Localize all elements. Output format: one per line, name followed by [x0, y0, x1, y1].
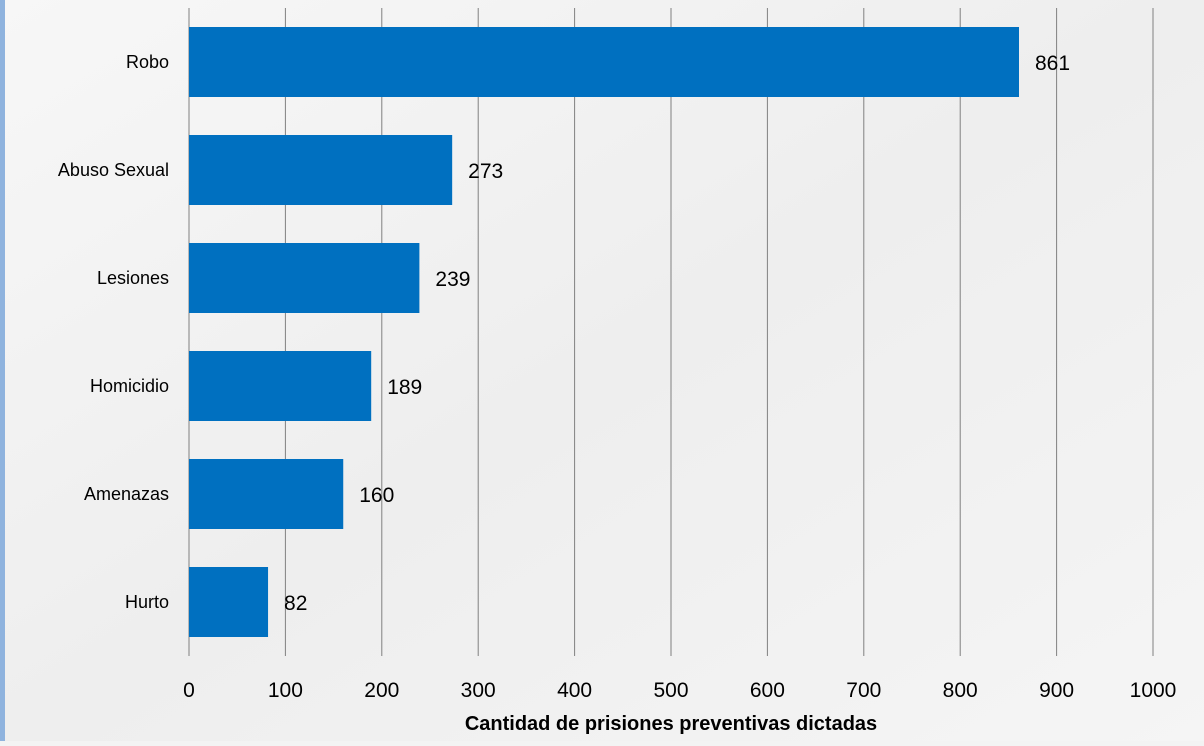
- x-tick-label-900: 900: [1039, 679, 1074, 702]
- category-label-hurto: Hurto: [125, 592, 169, 612]
- value-label-homicidio: 189: [387, 376, 422, 399]
- value-label-amenazas: 160: [359, 484, 394, 507]
- bar-robo: [189, 27, 1020, 97]
- plot-background: [5, 0, 1204, 741]
- x-tick-label-400: 400: [557, 679, 592, 702]
- x-tick-label-100: 100: [268, 679, 303, 702]
- x-tick-label-200: 200: [364, 679, 399, 702]
- left-accent-bar: [0, 0, 5, 741]
- value-label-hurto: 82: [284, 592, 307, 615]
- bar-amenazas: [189, 459, 344, 529]
- value-label-robo: 861: [1035, 52, 1070, 75]
- x-tick-label-300: 300: [461, 679, 496, 702]
- x-tick-label-0: 0: [183, 679, 195, 702]
- bar-abuso-sexual: [189, 135, 453, 205]
- x-tick-label-700: 700: [846, 679, 881, 702]
- category-label-amenazas: Amenazas: [84, 484, 169, 504]
- bar-lesiones: [189, 243, 420, 313]
- x-tick-label-1000: 1000: [1130, 679, 1177, 702]
- x-axis-title: Cantidad de prisiones preventivas dictad…: [465, 713, 877, 735]
- category-label-robo: Robo: [126, 52, 169, 72]
- x-tick-label-500: 500: [653, 679, 688, 702]
- category-label-lesiones: Lesiones: [97, 268, 169, 288]
- category-label-homicidio: Homicidio: [90, 376, 169, 396]
- x-tick-label-600: 600: [750, 679, 785, 702]
- bar-homicidio: [189, 351, 372, 421]
- category-label-abuso-sexual: Abuso Sexual: [58, 160, 169, 180]
- bar-hurto: [189, 567, 269, 637]
- value-label-lesiones: 239: [435, 268, 470, 291]
- value-label-abuso-sexual: 273: [468, 160, 503, 183]
- x-tick-label-800: 800: [943, 679, 978, 702]
